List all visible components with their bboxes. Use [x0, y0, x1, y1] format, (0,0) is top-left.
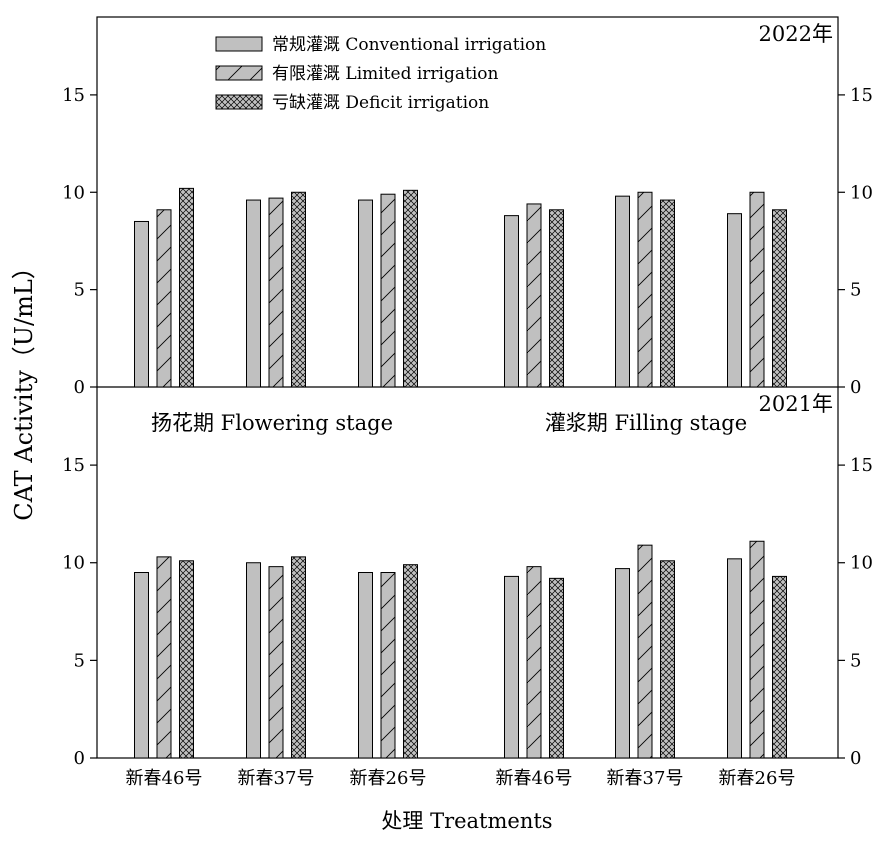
- year-label: 2021年: [759, 392, 833, 416]
- bar-solid: [246, 199, 261, 388]
- bar-crosshatch: [291, 556, 306, 759]
- y-tick-label-left: 10: [62, 182, 85, 203]
- bar-diagonal: [156, 209, 172, 388]
- legend-swatch-diagonal: [215, 65, 263, 81]
- category-label: 新春37号: [238, 768, 315, 789]
- legend-label: 常规灌溉 Conventional irrigation: [272, 35, 546, 55]
- bar-solid: [358, 572, 373, 759]
- year-label: 2022年: [759, 22, 833, 46]
- y-tick-label-left: 0: [74, 748, 85, 769]
- bar-diagonal: [156, 556, 172, 759]
- bar-diagonal: [749, 540, 765, 759]
- bar-crosshatch: [403, 564, 418, 759]
- bar-solid: [504, 575, 519, 759]
- bar-solid: [134, 220, 149, 388]
- y-tick-label-left: 15: [62, 455, 85, 476]
- legend-swatch-solid: [215, 36, 263, 52]
- y-tick-label-right: 10: [850, 553, 873, 574]
- y-tick-label-right: 15: [850, 455, 873, 476]
- bar-diagonal: [526, 203, 542, 388]
- y-tick-label-right: 10: [850, 182, 873, 203]
- y-tick-label-left: 10: [62, 553, 85, 574]
- y-tick-label-left: 5: [74, 650, 85, 671]
- y-axis-title: CAT Activity（U/mL）: [10, 255, 38, 521]
- stage-label: 灌浆期 Filling stage: [545, 411, 747, 435]
- bar-solid: [504, 215, 519, 388]
- bar-crosshatch: [660, 199, 675, 388]
- x-axis-title: 处理 Treatments: [381, 809, 552, 833]
- bar-crosshatch: [772, 209, 787, 388]
- y-tick-label-left: 0: [74, 377, 85, 398]
- bar-crosshatch: [179, 187, 194, 388]
- y-tick-label-left: 5: [74, 280, 85, 301]
- category-label: 新春37号: [607, 768, 684, 789]
- bar-diagonal: [526, 566, 542, 759]
- bar-solid: [358, 199, 373, 388]
- bar-solid: [727, 213, 742, 388]
- bar-diagonal: [637, 544, 653, 759]
- y-tick-label-right: 0: [850, 377, 861, 398]
- bar-solid: [246, 562, 261, 759]
- bar-diagonal: [380, 193, 396, 388]
- bar-diagonal: [268, 566, 284, 759]
- bar-diagonal: [380, 572, 396, 759]
- bar-crosshatch: [403, 189, 418, 388]
- y-tick-label-right: 5: [850, 280, 861, 301]
- bar-solid: [615, 568, 630, 759]
- category-label: 新春26号: [719, 768, 796, 789]
- bar-crosshatch: [291, 191, 306, 388]
- category-label: 新春26号: [350, 768, 427, 789]
- bar-solid: [727, 558, 742, 759]
- bar-diagonal: [749, 191, 765, 388]
- bar-solid: [615, 195, 630, 388]
- y-tick-label-right: 0: [850, 748, 861, 769]
- y-tick-label-right: 5: [850, 650, 861, 671]
- panels: 0 0 5 5 10 10 15 15 0 0 5 5 10 10 15 15: [62, 85, 873, 769]
- bar-crosshatch: [660, 560, 675, 759]
- legend-label: 亏缺灌溉 Deficit irrigation: [272, 93, 489, 113]
- legend: 常规灌溉 Conventional irrigation 有限灌溉 Limited…: [215, 35, 546, 113]
- bar-solid: [134, 572, 149, 759]
- bar-diagonal: [268, 197, 284, 388]
- y-tick-label-right: 15: [850, 85, 873, 106]
- stage-label: 扬花期 Flowering stage: [151, 411, 393, 435]
- bar-crosshatch: [772, 575, 787, 759]
- legend-swatch-crosshatch: [215, 94, 263, 110]
- category-label: 新春46号: [126, 768, 203, 789]
- y-tick-label-left: 15: [62, 85, 85, 106]
- bar-crosshatch: [549, 577, 564, 759]
- bar-crosshatch: [549, 209, 564, 388]
- category-label: 新春46号: [496, 768, 573, 789]
- bar-diagonal: [637, 191, 653, 388]
- bar-crosshatch: [179, 560, 194, 759]
- legend-label: 有限灌溉 Limited irrigation: [272, 64, 499, 84]
